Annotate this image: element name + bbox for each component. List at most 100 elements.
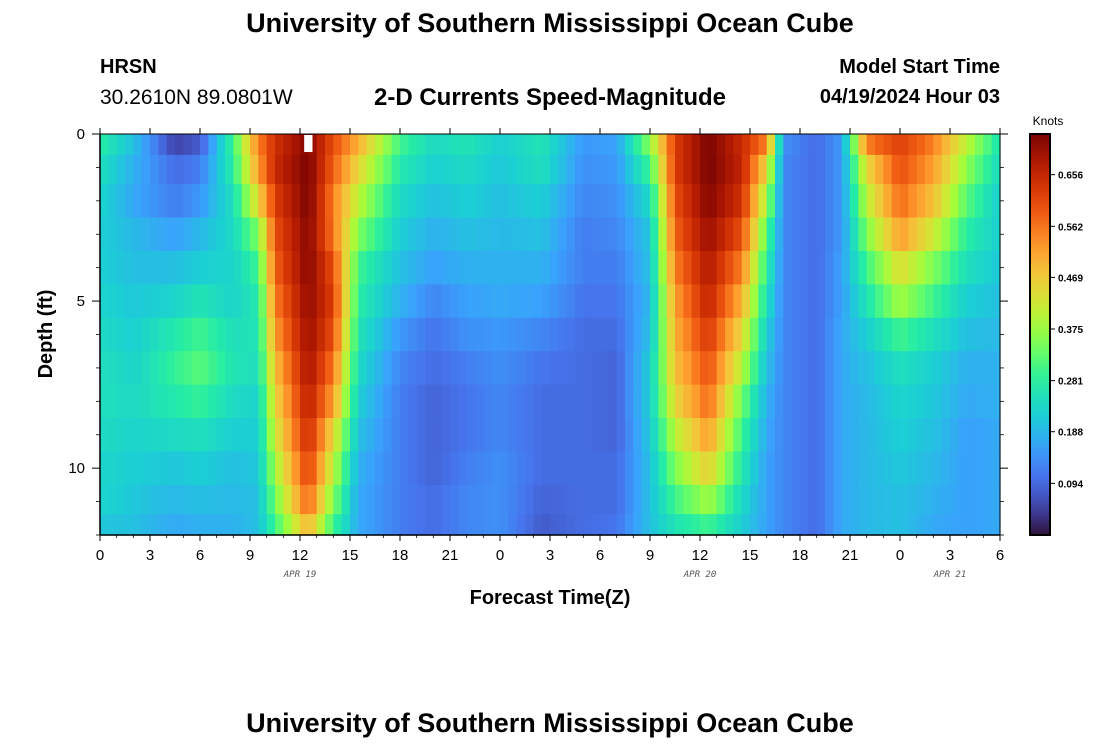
- heatmap-cell: [525, 317, 534, 352]
- heatmap-cell: [325, 514, 334, 536]
- heatmap-cell: [400, 514, 409, 536]
- heatmap-cell: [733, 217, 743, 252]
- heatmap-cell: [375, 250, 384, 285]
- heatmap-cell: [641, 284, 651, 319]
- heatmap-cell: [191, 351, 201, 386]
- heatmap-cell: [650, 514, 659, 536]
- heatmap-cell: [516, 451, 526, 486]
- heatmap-cell: [216, 418, 226, 453]
- heatmap-cell: [150, 484, 159, 515]
- heatmap-cell: [416, 418, 426, 453]
- heatmap-cell: [441, 154, 451, 185]
- heatmap-cell: [816, 154, 826, 185]
- heatmap-cell: [183, 418, 193, 453]
- heatmap-cell: [183, 384, 193, 419]
- heatmap-cell: [291, 317, 301, 352]
- heatmap-cell: [625, 484, 634, 515]
- heatmap-cell: [808, 514, 818, 536]
- heatmap-cell: [841, 217, 851, 252]
- heatmap-cell: [366, 351, 376, 386]
- heatmap-cell: [583, 514, 593, 536]
- heatmap-cell: [491, 418, 501, 453]
- heatmap-cell: [725, 484, 734, 515]
- heatmap-cell: [933, 317, 943, 352]
- heatmap-cell: [141, 451, 151, 486]
- heatmap-cell: [350, 451, 359, 486]
- heatmap-cell: [941, 384, 951, 419]
- heatmap-cell: [641, 250, 651, 285]
- heatmap-cell: [758, 250, 768, 285]
- heatmap-cell: [541, 217, 551, 252]
- heatmap-cell: [350, 484, 359, 515]
- heatmap-cell: [358, 154, 368, 185]
- heatmap-cell: [725, 451, 734, 486]
- heatmap-cell: [125, 154, 134, 185]
- heatmap-cell: [641, 184, 651, 219]
- heatmap-cell: [275, 418, 284, 453]
- heatmap-cell: [325, 418, 334, 453]
- heatmap-cell: [766, 484, 776, 515]
- heatmap-cell: [600, 484, 609, 515]
- heatmap-cell: [133, 134, 143, 156]
- heatmap-cell: [500, 317, 509, 352]
- heatmap-cell: [325, 484, 334, 515]
- heatmap-cell: [225, 384, 234, 419]
- heatmap-cell: [458, 250, 468, 285]
- heatmap-cell: [475, 317, 484, 352]
- heatmap-cell: [125, 514, 134, 536]
- heatmap-cell: [358, 217, 368, 252]
- heatmap-cell: [591, 154, 601, 185]
- heatmap-cell: [683, 217, 693, 252]
- heatmap-cell: [300, 451, 309, 486]
- heatmap-cell: [116, 217, 126, 252]
- heatmap-cell: [333, 418, 343, 453]
- heatmap-cell: [233, 351, 243, 386]
- heatmap-cell: [441, 351, 451, 386]
- heatmap-cell: [550, 250, 559, 285]
- heatmap-cell: [450, 418, 459, 453]
- heatmap-cell: [841, 418, 851, 453]
- heatmap-cell: [591, 250, 601, 285]
- heatmap-cell: [225, 451, 234, 486]
- heatmap-cell: [491, 184, 501, 219]
- heatmap-cell: [183, 184, 193, 219]
- heatmap-cell: [450, 484, 459, 515]
- heatmap-cell: [125, 484, 134, 515]
- heatmap-cell: [700, 351, 709, 386]
- heatmap-cell: [416, 317, 426, 352]
- heatmap-cell: [100, 134, 109, 156]
- heatmap-cell: [483, 484, 493, 515]
- heatmap-cell: [808, 418, 818, 453]
- heatmap-cell: [800, 154, 809, 185]
- heatmap-cell: [591, 514, 601, 536]
- heatmap-cell: [800, 184, 809, 219]
- heatmap-cell: [850, 484, 859, 515]
- heatmap-cell: [850, 418, 859, 453]
- heatmap-cell: [941, 484, 951, 515]
- x-tick-label: 3: [946, 547, 954, 564]
- heatmap-cell: [216, 451, 226, 486]
- heatmap-cell: [650, 284, 659, 319]
- heatmap-cell: [758, 217, 768, 252]
- heatmap-cell: [108, 134, 118, 156]
- heatmap-cell: [508, 217, 518, 252]
- heatmap-cell: [666, 317, 676, 352]
- heatmap-cell: [308, 514, 318, 536]
- heatmap-cell: [533, 484, 543, 515]
- heatmap-cell: [800, 317, 809, 352]
- heatmap-cell: [208, 418, 218, 453]
- heatmap-cell: [800, 134, 809, 156]
- heatmap-cell: [491, 351, 501, 386]
- heatmap-cell: [783, 184, 793, 219]
- heatmap-cell: [116, 418, 126, 453]
- heatmap-cell: [658, 351, 668, 386]
- heatmap-cell: [341, 351, 351, 386]
- heatmap-cell: [791, 351, 801, 386]
- heatmap-cell: [325, 217, 334, 252]
- heatmap-cell: [258, 284, 268, 319]
- heatmap-cell: [308, 284, 318, 319]
- heatmap-cell: [966, 217, 976, 252]
- heatmap-cell: [425, 134, 434, 156]
- heatmap-cell: [283, 154, 293, 185]
- heatmap-cell: [950, 154, 959, 185]
